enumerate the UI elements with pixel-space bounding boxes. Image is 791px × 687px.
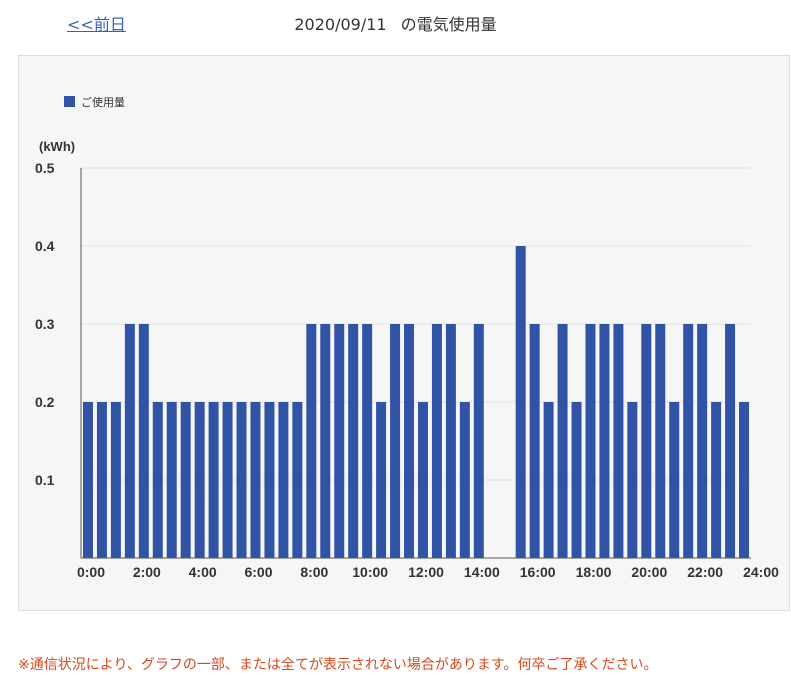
bar	[152, 402, 163, 558]
bar	[376, 402, 387, 558]
bar	[669, 402, 680, 558]
y-tick-label: 0.1	[35, 472, 55, 488]
x-tick-label: 0:00	[77, 564, 105, 580]
x-tick-label: 8:00	[300, 564, 328, 580]
bar	[124, 324, 135, 558]
bar	[110, 402, 121, 558]
bar	[599, 324, 610, 558]
bar	[404, 324, 415, 558]
bar	[641, 324, 652, 558]
bar	[236, 402, 247, 558]
bar	[278, 402, 289, 558]
notice-text: ※通信状況により、グラフの一部、または全てが表示されない場合があります。何卒ご了…	[18, 657, 658, 673]
bar	[264, 402, 275, 558]
bar	[390, 324, 401, 558]
chart-panel: 0.5 0.4 0.3 0.2 0.1 (kWh) 0:00 2:00 4:00 6:00 8:00…	[18, 55, 790, 611]
bar	[222, 402, 233, 558]
y-tick-label: 0.5	[35, 160, 55, 176]
bar	[683, 324, 694, 558]
bar	[529, 324, 540, 558]
bar	[613, 324, 624, 558]
x-tick-label: 4:00	[189, 564, 217, 580]
y-tick-label: 0.4	[35, 238, 55, 254]
page-title: 2020/09/11 の電気使用量	[0, 11, 791, 35]
x-tick-label: 20:00	[631, 564, 667, 580]
bar	[571, 402, 582, 558]
bar	[557, 324, 568, 558]
page-header: <<前日 2020/09/11 の電気使用量	[0, 0, 791, 48]
bar	[292, 402, 303, 558]
bar	[96, 402, 107, 558]
page-title-date: 2020/09/11	[294, 15, 387, 34]
x-tick-label: 16:00	[520, 564, 556, 580]
page-title-text: の電気使用量	[400, 15, 497, 34]
bar	[180, 402, 191, 558]
x-tick-label: 18:00	[576, 564, 612, 580]
y-tick-label: 0.2	[35, 394, 55, 410]
y-tick-label: 0.3	[35, 316, 55, 332]
bar	[334, 324, 345, 558]
bar	[473, 324, 484, 558]
bar	[417, 402, 428, 558]
bar	[208, 402, 219, 558]
x-tick-label: 10:00	[352, 564, 388, 580]
bar	[348, 324, 359, 558]
usage-bar-chart: 0.5 0.4 0.3 0.2 0.1 (kWh) 0:00 2:00 4:00 6:00 8:00…	[35, 95, 779, 580]
bar	[655, 324, 666, 558]
bar	[320, 324, 331, 558]
bar	[306, 324, 317, 558]
bar	[82, 402, 93, 558]
bar	[431, 324, 442, 558]
bar	[543, 402, 554, 558]
bar	[194, 402, 205, 558]
bar	[711, 402, 722, 558]
bar	[725, 324, 736, 558]
bar	[515, 246, 526, 558]
bar	[459, 402, 470, 558]
bar	[585, 324, 596, 558]
x-tick-label: 22:00	[687, 564, 723, 580]
previous-day-link[interactable]: <<前日	[67, 15, 126, 34]
bar	[739, 402, 750, 558]
bar	[138, 324, 149, 558]
legend-swatch	[64, 96, 75, 107]
x-tick-label: 6:00	[244, 564, 272, 580]
legend-label: ご使用量	[81, 95, 125, 109]
bar	[697, 324, 708, 558]
bar	[445, 324, 456, 558]
bar	[250, 402, 261, 558]
bar	[362, 324, 373, 558]
bar	[166, 402, 177, 558]
x-tick-label: 24:00	[743, 564, 779, 580]
x-tick-label: 12:00	[408, 564, 444, 580]
bar	[627, 402, 638, 558]
y-axis-label: (kWh)	[39, 139, 75, 154]
x-tick-label: 14:00	[464, 564, 500, 580]
x-tick-label: 2:00	[133, 564, 161, 580]
